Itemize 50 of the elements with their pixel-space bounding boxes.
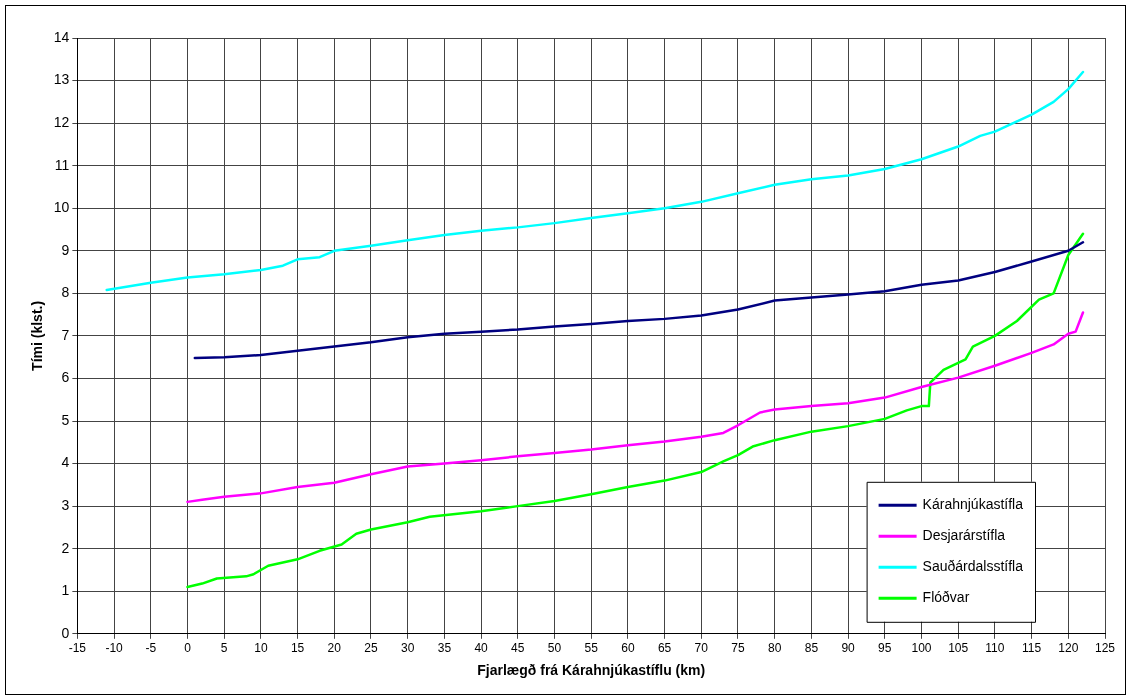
y-tick-label: 2	[61, 539, 70, 556]
y-tick-label: 3	[61, 496, 70, 513]
y-tick-label: 13	[53, 71, 70, 88]
x-tick-label: 0	[184, 641, 192, 656]
legend-label: Desjarárstífla	[922, 527, 1006, 544]
x-tick-label: 45	[511, 641, 525, 656]
x-tick-label: 25	[364, 641, 378, 656]
x-tick-label: 105	[948, 641, 969, 656]
legend-label: Sauðárdalsstífla	[922, 558, 1024, 575]
x-tick-label: 55	[584, 641, 599, 656]
x-tick-label: 120	[1058, 641, 1079, 656]
x-tick-label: 10	[254, 641, 268, 656]
x-tick-label: 40	[474, 641, 489, 656]
y-tick-label: 1	[61, 582, 70, 599]
x-tick-label: 125	[1094, 641, 1116, 656]
x-tick-label: -15	[68, 641, 87, 656]
x-tick-label: 90	[841, 641, 856, 656]
y-tick-label: 5	[61, 411, 70, 428]
legend-label: Flóðvar	[922, 589, 970, 606]
x-tick-label: 110	[985, 641, 1005, 656]
y-tick-label: 0	[61, 624, 70, 641]
x-tick-label: 35	[437, 641, 452, 656]
x-tick-label: 50	[547, 641, 562, 656]
x-tick-label: 100	[911, 641, 932, 656]
x-tick-label: 65	[657, 641, 672, 656]
x-tick-label: 60	[621, 641, 635, 656]
x-tick-label: 85	[804, 641, 819, 656]
y-tick-label: 10	[53, 199, 70, 216]
x-tick-label: 70	[694, 641, 709, 656]
x-tick-label: 75	[731, 641, 745, 656]
x-tick-label: -5	[145, 641, 157, 656]
y-tick-label: 11	[54, 156, 70, 173]
y-tick-label: 6	[61, 369, 70, 386]
x-tick-label: 5	[220, 641, 228, 656]
y-tick-label: 12	[53, 113, 70, 130]
y-tick-label: 9	[61, 241, 70, 258]
y-tick-label: 4	[61, 454, 70, 471]
y-tick-label: 14	[53, 28, 70, 45]
legend-label: Kárahnjúkastífla	[922, 496, 1024, 513]
x-tick-label: 80	[768, 641, 782, 656]
x-tick-label: 95	[878, 641, 892, 656]
x-tick-label: 20	[327, 641, 342, 656]
x-axis-title: Fjarlægð frá Kárahnjúkastíflu (km)	[477, 662, 706, 679]
x-tick-label: 30	[401, 641, 415, 656]
y-axis-title: Tími (klst.)	[29, 300, 46, 371]
x-tick-label: -10	[105, 641, 124, 656]
x-tick-label: 115	[1022, 641, 1042, 656]
y-tick-label: 8	[61, 284, 70, 301]
y-tick-label: 7	[61, 326, 70, 343]
x-tick-label: 15	[290, 641, 305, 656]
